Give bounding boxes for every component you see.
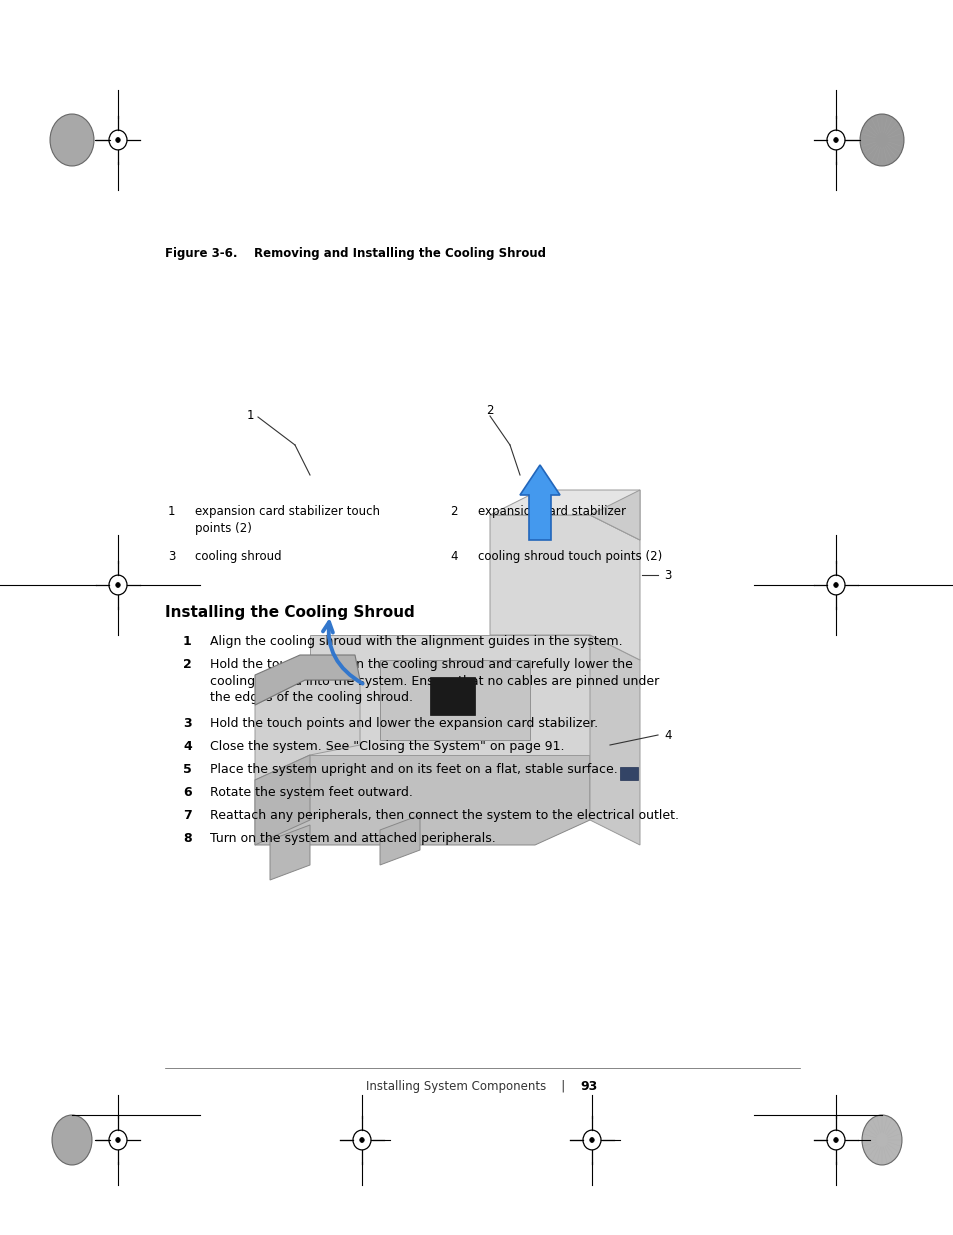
Text: 93: 93 [579, 1079, 597, 1093]
Bar [619, 767, 638, 781]
Ellipse shape [50, 114, 94, 165]
Ellipse shape [589, 1137, 594, 1142]
Text: Reattach any peripherals, then connect the system to the electrical outlet.: Reattach any peripherals, then connect t… [210, 809, 679, 823]
Text: 3: 3 [183, 718, 192, 730]
Polygon shape [310, 635, 589, 755]
Polygon shape [379, 659, 530, 740]
Ellipse shape [862, 1115, 901, 1165]
Ellipse shape [833, 1137, 838, 1142]
Text: expansion card stabilizer touch
points (2): expansion card stabilizer touch points (… [194, 505, 379, 535]
Ellipse shape [833, 583, 838, 588]
Text: 6: 6 [183, 785, 192, 799]
Text: 1: 1 [246, 409, 253, 421]
Text: 3: 3 [663, 568, 671, 582]
Polygon shape [379, 815, 419, 864]
Text: 5: 5 [183, 763, 192, 776]
Bar [430, 677, 475, 715]
Polygon shape [490, 490, 639, 540]
Text: 7: 7 [183, 809, 192, 823]
Polygon shape [254, 755, 310, 845]
Ellipse shape [115, 583, 120, 588]
Text: 4: 4 [183, 740, 192, 753]
Ellipse shape [859, 114, 903, 165]
Ellipse shape [115, 1137, 120, 1142]
Polygon shape [254, 755, 589, 845]
Ellipse shape [115, 137, 120, 142]
Text: 4: 4 [663, 729, 671, 741]
FancyArrow shape [519, 466, 559, 540]
Text: Hold the touch points and lower the expansion card stabilizer.: Hold the touch points and lower the expa… [210, 718, 598, 730]
Text: Figure 3-6.    Removing and Installing the Cooling Shroud: Figure 3-6. Removing and Installing the … [165, 247, 545, 261]
Text: 4: 4 [450, 550, 457, 563]
Ellipse shape [359, 1137, 364, 1142]
Text: cooling shroud: cooling shroud [194, 550, 281, 563]
Text: Rotate the system feet outward.: Rotate the system feet outward. [210, 785, 413, 799]
Polygon shape [589, 635, 639, 845]
Polygon shape [270, 825, 310, 881]
Text: expansion card stabilizer: expansion card stabilizer [477, 505, 625, 517]
Ellipse shape [52, 1115, 91, 1165]
Text: 1: 1 [183, 635, 192, 648]
Text: Turn on the system and attached peripherals.: Turn on the system and attached peripher… [210, 832, 496, 845]
Ellipse shape [833, 137, 838, 142]
Text: Installing System Components    |: Installing System Components | [365, 1079, 579, 1093]
Polygon shape [254, 655, 359, 705]
Text: cooling shroud touch points (2): cooling shroud touch points (2) [477, 550, 661, 563]
Text: 2: 2 [183, 658, 192, 671]
Text: 2: 2 [450, 505, 457, 517]
Polygon shape [490, 515, 639, 659]
Text: Align the cooling shroud with the alignment guides in the system.: Align the cooling shroud with the alignm… [210, 635, 622, 648]
Polygon shape [254, 680, 359, 781]
Text: Installing the Cooling Shroud: Installing the Cooling Shroud [165, 605, 415, 620]
Text: 2: 2 [486, 404, 494, 416]
Text: Hold the touch points on the cooling shroud and carefully lower the
cooling shro: Hold the touch points on the cooling shr… [210, 658, 659, 704]
Text: Place the system upright and on its feet on a flat, stable surface.: Place the system upright and on its feet… [210, 763, 618, 776]
Text: 3: 3 [168, 550, 175, 563]
Polygon shape [589, 490, 639, 540]
Text: 8: 8 [183, 832, 192, 845]
Text: 1: 1 [168, 505, 175, 517]
Text: Close the system. See "Closing the System" on page 91.: Close the system. See "Closing the Syste… [210, 740, 564, 753]
